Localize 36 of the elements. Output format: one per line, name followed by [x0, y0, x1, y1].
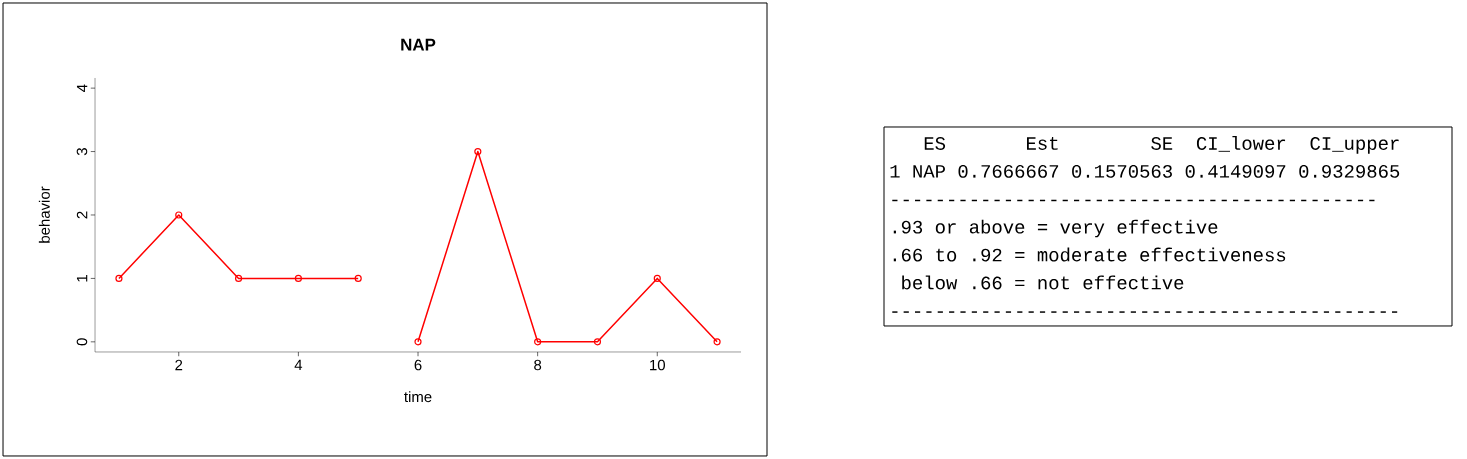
x-tick-label: 2 — [175, 359, 183, 371]
point — [294, 274, 302, 282]
text: ------------------------------------------- — [892, 199, 1375, 202]
y-tick-label: 0 — [76, 338, 88, 346]
text: 0.9329865 — [1299, 164, 1400, 178]
y-tick-label: 2 — [76, 211, 88, 219]
text: 0.4149097 — [1185, 164, 1286, 178]
x-tick-label: 4 — [294, 359, 303, 371]
point — [653, 274, 661, 282]
text: NAP — [913, 165, 945, 178]
y-tick-label: 1 — [76, 274, 88, 282]
text: SE — [1151, 137, 1173, 150]
point — [593, 338, 602, 346]
text: ES — [924, 137, 946, 150]
text: .93 or above = very effective — [893, 219, 1218, 238]
point — [474, 147, 482, 156]
text: 0.7666667 — [958, 164, 1059, 178]
point — [534, 338, 542, 346]
text: 1 — [890, 165, 900, 178]
point — [234, 274, 243, 282]
text: CI_upper — [1310, 137, 1399, 154]
x-tick-label: 8 — [534, 359, 542, 371]
x-axis-title: time — [404, 391, 432, 403]
text: CI_lower — [1196, 136, 1286, 152]
text: .66 to .92 = moderate effectiveness — [893, 247, 1286, 262]
y-axis-title: behavior — [38, 186, 50, 243]
text: --------------------------------------------- — [892, 311, 1398, 313]
text: below .66 = not effective — [902, 275, 1184, 290]
text: Est — [1027, 137, 1058, 150]
y-tick-label: 4 — [76, 84, 88, 92]
y-tick-label: 3 — [76, 148, 88, 156]
x-tick-label: 10 — [650, 359, 665, 371]
point — [175, 211, 183, 219]
chart-title: NAP — [401, 38, 436, 51]
text: 0.1570563 — [1072, 164, 1172, 178]
x-tick-label: 6 — [414, 359, 422, 371]
